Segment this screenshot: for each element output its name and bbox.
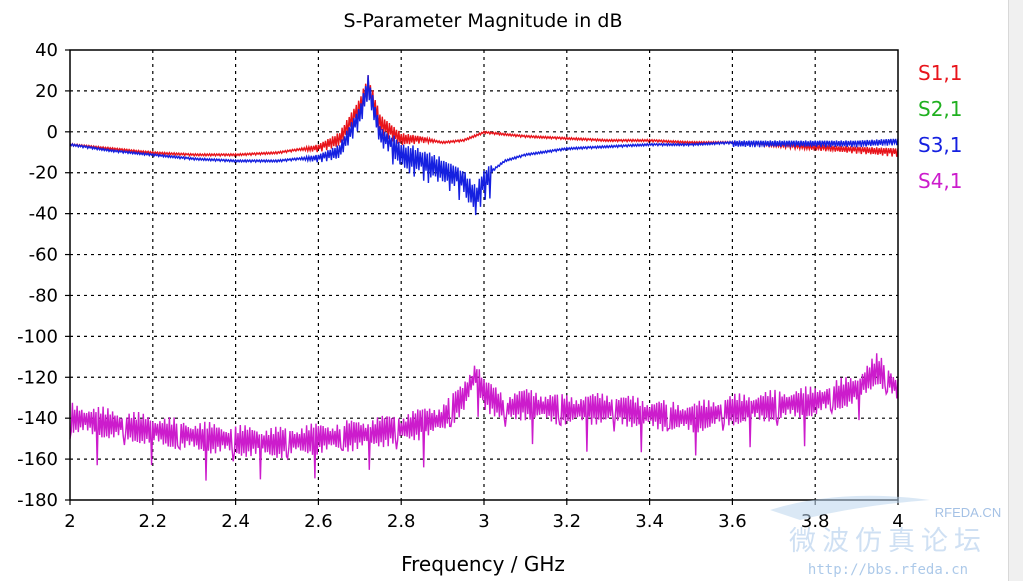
legend-entry-s2-1: S2,1 xyxy=(918,97,963,121)
x-tick-label: 3.4 xyxy=(635,511,664,532)
y-tick-label: -60 xyxy=(29,245,58,266)
y-tick-label: 20 xyxy=(35,81,58,102)
legend: S1,1 S2,1 S3,1 S4,1 xyxy=(918,61,963,193)
x-tick-label: 2.4 xyxy=(221,511,250,532)
y-tick-label: -100 xyxy=(17,326,58,347)
x-tick-label: 2.8 xyxy=(387,511,416,532)
y-tick-label: -180 xyxy=(17,490,58,511)
y-tick-label: 40 xyxy=(35,40,58,61)
y-tick-label: 0 xyxy=(47,122,58,143)
x-axis-label: Frequency / GHz xyxy=(401,552,565,576)
watermark-forum-name: 微波仿真论坛 xyxy=(789,526,987,557)
legend-entry-s4-1: S4,1 xyxy=(918,169,963,193)
y-tick-label: -160 xyxy=(17,449,58,470)
y-tick-label: -40 xyxy=(29,204,58,225)
legend-entry-s3-1: S3,1 xyxy=(918,133,963,157)
legend-entry-s1-1: S1,1 xyxy=(918,61,963,85)
y-tick-labels: 40 20 0 -20 -40 -60 -80 -100 -120 -140 -160 -180 xyxy=(17,40,58,511)
y-tick-label: -80 xyxy=(29,285,58,306)
y-tick-label: -20 xyxy=(29,163,58,184)
x-tick-label: 3.2 xyxy=(552,511,581,532)
x-tick-label: 3.6 xyxy=(718,511,747,532)
watermark: RFEDA.CN 微波仿真论坛 http://bbs.rfeda.cn xyxy=(770,496,1001,578)
window-edge xyxy=(1008,0,1023,581)
x-tick-label: 2 xyxy=(64,511,75,532)
chart-title: S-Parameter Magnitude in dB xyxy=(344,10,623,32)
y-tick-label: -120 xyxy=(17,367,58,388)
x-tick-labels: 2 2.2 2.4 2.6 2.8 3 3.2 3.4 3.6 3.8 4 xyxy=(64,511,903,532)
watermark-site-tag: RFEDA.CN xyxy=(935,505,1001,520)
x-tick-label: 2.2 xyxy=(138,511,167,532)
y-tick-label: -140 xyxy=(17,408,58,429)
watermark-url: http://bbs.rfeda.cn xyxy=(808,562,968,578)
x-tick-label: 3 xyxy=(478,511,489,532)
x-tick-label: 2.6 xyxy=(304,511,333,532)
